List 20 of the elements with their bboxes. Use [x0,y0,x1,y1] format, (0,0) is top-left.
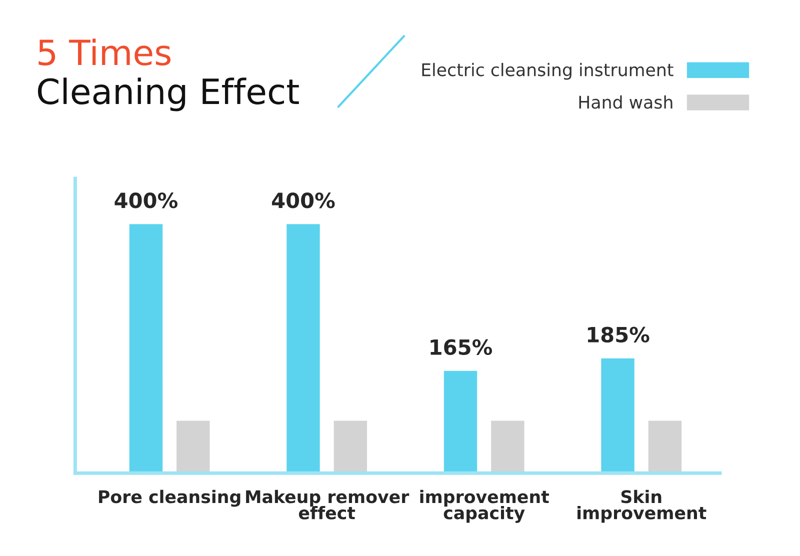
bar [128,222,164,474]
x-tick-label: Skin improvement [578,490,706,523]
legend-label: Electric cleansing instrument [422,62,674,80]
bar [332,419,368,474]
data-label: 400% [114,192,178,208]
data-label: 185% [588,326,650,343]
data-label: 400% [272,192,335,208]
bar [600,356,636,474]
bar [285,222,322,474]
bar [442,369,478,474]
bar [175,419,212,474]
x-tick-label: improvement capacity [420,490,549,523]
data-label: 165% [430,339,492,355]
chart-subtitle: Cleaning Effect [38,78,299,112]
x-tick-label: Makeup remover effect [246,490,410,520]
bar [646,419,683,474]
chart-title: 5 Times [38,38,170,66]
legend-label: Hand wash [579,95,672,109]
bar [490,419,526,474]
x-tick-label: Pore cleansing [99,490,240,507]
